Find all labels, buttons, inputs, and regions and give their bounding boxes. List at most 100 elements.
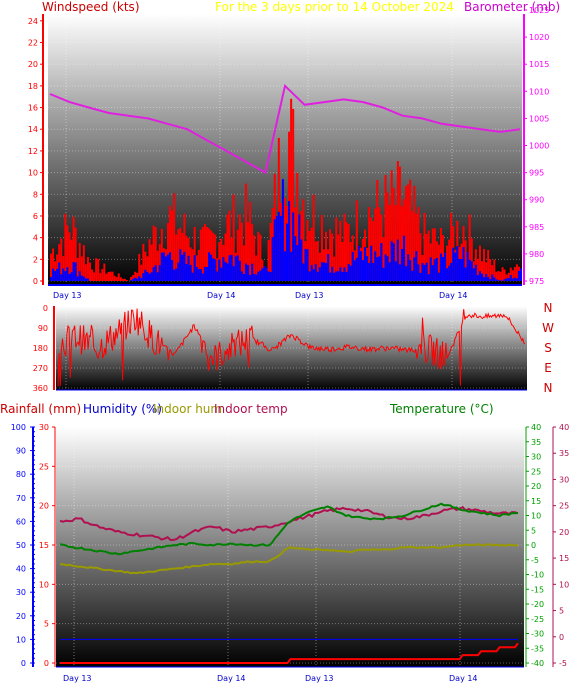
rainfall-tick-label: 5 bbox=[44, 620, 49, 629]
indoor-temp-tick-label: 10 bbox=[559, 580, 569, 589]
temp-x-axis: Day 13 Day 14 Day 13 Day 14 bbox=[56, 666, 524, 683]
temperature-tick-label: -30 bbox=[531, 630, 544, 639]
average-bar bbox=[130, 280, 133, 281]
gust-bar bbox=[156, 250, 159, 281]
average-bar bbox=[333, 272, 336, 281]
temperature-tick-label: 25 bbox=[531, 467, 541, 476]
gust-bar bbox=[267, 240, 270, 281]
average-bar bbox=[286, 223, 289, 281]
average-bar bbox=[150, 272, 153, 281]
gust-bar bbox=[242, 245, 245, 281]
gust-bar bbox=[138, 253, 141, 281]
average-bar bbox=[423, 264, 426, 281]
gust-bar bbox=[423, 212, 426, 281]
gust-bar bbox=[290, 98, 293, 282]
humidity-tick-label: 40 bbox=[16, 565, 26, 574]
gust-bar bbox=[64, 213, 67, 281]
windspeed-tick-label: 22 bbox=[28, 39, 38, 48]
average-bar bbox=[175, 268, 178, 281]
average-bar bbox=[242, 274, 245, 281]
average-bar bbox=[341, 272, 344, 281]
gust-bar bbox=[497, 270, 500, 281]
gust-bar bbox=[392, 187, 395, 281]
rainfall-tick-label: 0 bbox=[44, 659, 49, 668]
average-bar bbox=[474, 264, 477, 281]
gust-bar bbox=[478, 245, 481, 281]
average-bar bbox=[185, 264, 188, 281]
gust-bar bbox=[292, 108, 295, 281]
average-bar bbox=[222, 257, 225, 281]
average-bar bbox=[296, 245, 299, 281]
average-bar bbox=[259, 270, 262, 281]
gust-bar bbox=[101, 269, 104, 281]
average-bar bbox=[361, 260, 364, 281]
indoor-temp-tick-label: 20 bbox=[559, 528, 569, 537]
gust-bar bbox=[197, 249, 200, 281]
gust-bar bbox=[169, 205, 172, 281]
average-bar bbox=[234, 256, 237, 281]
temperature-tick-label: 15 bbox=[531, 497, 541, 506]
average-bar bbox=[339, 267, 342, 281]
gust-bar bbox=[154, 227, 157, 281]
temperature-tick-label: 20 bbox=[531, 482, 541, 491]
gust-bar bbox=[193, 226, 196, 281]
gust-bar bbox=[107, 272, 110, 281]
average-bar bbox=[355, 257, 358, 281]
average-bar bbox=[273, 219, 276, 281]
average-bar bbox=[292, 212, 295, 281]
average-bar bbox=[466, 251, 469, 281]
gust-bar bbox=[448, 239, 451, 281]
average-bar bbox=[232, 266, 235, 281]
average-bar bbox=[366, 256, 369, 281]
humidity-tick-label: 10 bbox=[16, 635, 26, 644]
average-bar bbox=[517, 270, 520, 281]
average-bar bbox=[302, 263, 305, 281]
gust-bar bbox=[244, 183, 247, 281]
average-bar bbox=[173, 269, 176, 281]
average-bar bbox=[84, 278, 87, 281]
gust-bar bbox=[347, 223, 350, 281]
windspeed-tick-label: 20 bbox=[28, 60, 38, 69]
average-bar bbox=[72, 262, 75, 281]
gust-bar bbox=[50, 253, 52, 281]
gust-bar bbox=[121, 278, 124, 281]
gust-bar bbox=[515, 264, 518, 281]
average-bar bbox=[294, 236, 297, 281]
temp-x-tick-label: Day 14 bbox=[449, 674, 478, 683]
gust-bar bbox=[345, 222, 348, 281]
average-bar bbox=[187, 255, 190, 281]
average-bar bbox=[312, 269, 315, 281]
gust-bar bbox=[425, 233, 428, 281]
temperature-tick-label: -20 bbox=[531, 600, 544, 609]
gust-bar bbox=[220, 238, 223, 281]
average-bar bbox=[304, 248, 307, 281]
wind-x-tick-label: Day 14 bbox=[207, 291, 236, 300]
gust-bar bbox=[82, 245, 85, 281]
average-bar bbox=[503, 279, 506, 281]
average-bar bbox=[483, 277, 486, 281]
average-bar bbox=[210, 254, 213, 281]
average-bar bbox=[419, 272, 422, 281]
gust-bar bbox=[97, 259, 100, 281]
average-bar bbox=[146, 271, 149, 281]
average-bar bbox=[179, 249, 182, 281]
gust-bar bbox=[226, 214, 229, 281]
average-bar bbox=[62, 268, 65, 281]
average-bar bbox=[347, 264, 350, 281]
gust-bar bbox=[487, 249, 490, 281]
compass-letter: S bbox=[544, 341, 552, 355]
gust-bar bbox=[249, 201, 252, 281]
windspeed-tick-label: 12 bbox=[28, 147, 38, 156]
gust-bar bbox=[376, 180, 379, 281]
gust-bar bbox=[277, 137, 280, 281]
gust-bar bbox=[136, 272, 139, 281]
temperature-tick-label: 40 bbox=[531, 423, 541, 432]
average-bar bbox=[52, 268, 55, 281]
gust-bar bbox=[470, 238, 473, 281]
gust-bar bbox=[214, 234, 217, 281]
gust-bar bbox=[238, 214, 241, 281]
average-bar bbox=[433, 259, 436, 281]
barometer-line bbox=[49, 83, 521, 175]
average-bar bbox=[197, 269, 200, 281]
average-bar bbox=[166, 254, 169, 281]
